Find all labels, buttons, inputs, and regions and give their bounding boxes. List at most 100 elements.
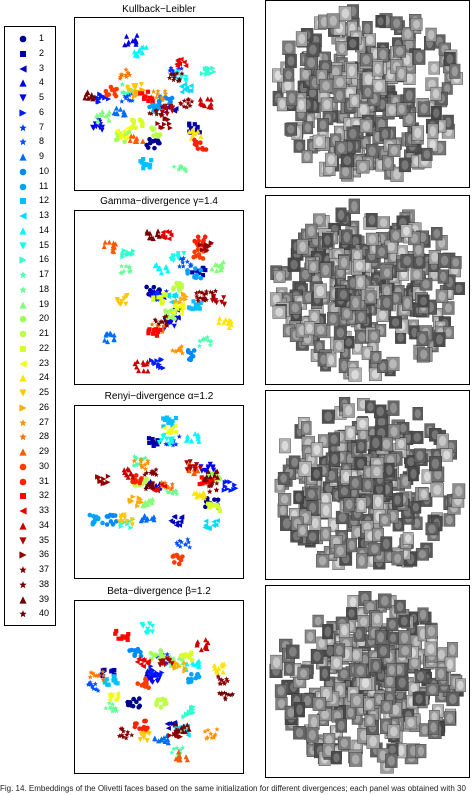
legend-entry: 35 xyxy=(5,534,57,547)
legend-entry: 5 xyxy=(5,91,57,104)
legend-label: 23 xyxy=(39,357,50,368)
legend-marker-icon xyxy=(19,595,27,604)
legend-entry: 21 xyxy=(5,327,57,340)
legend-marker-icon xyxy=(19,315,27,323)
legend-entry: 37 xyxy=(5,563,57,576)
legend-label: 38 xyxy=(39,578,50,589)
scatter-plot-gamma xyxy=(74,210,244,385)
legend-marker-icon xyxy=(19,123,27,131)
legend-marker-icon xyxy=(19,79,27,87)
legend-label: 19 xyxy=(39,298,50,309)
legend-entry: 4 xyxy=(5,76,57,89)
panel-title-kl: Kullback−Leibler xyxy=(122,4,196,15)
legend-entry: 13 xyxy=(5,209,57,222)
face-embedding-beta xyxy=(265,585,470,778)
legend-label: 13 xyxy=(39,210,50,220)
legend-entry: 30 xyxy=(5,460,57,473)
legend-label: 17 xyxy=(39,269,50,279)
legend-marker-icon xyxy=(19,330,27,338)
legend-label: 12 xyxy=(39,195,50,206)
legend-marker-icon xyxy=(19,227,27,235)
legend-marker-icon xyxy=(19,35,27,43)
legend-entry: 36 xyxy=(5,548,57,561)
legend-marker-icon xyxy=(19,580,27,588)
legend-label: 27 xyxy=(39,416,50,427)
legend-entry: 34 xyxy=(5,519,57,532)
legend-entry: 8 xyxy=(5,135,57,148)
legend-entry: 23 xyxy=(5,357,57,370)
legend-marker-icon xyxy=(19,610,27,618)
panel-title-gamma: Gamma−divergence γ=1.4 xyxy=(100,196,218,207)
legend-label: 7 xyxy=(39,121,45,132)
legend-entry: 15 xyxy=(5,239,57,252)
legend-marker-icon xyxy=(19,404,27,412)
legend-entry: 3 xyxy=(5,62,57,75)
legend-label: 22 xyxy=(39,342,50,353)
legend-marker-icon xyxy=(19,271,27,279)
legend-marker-icon xyxy=(19,138,27,146)
legend-label: 36 xyxy=(39,549,50,560)
legend-marker-icon xyxy=(20,50,26,57)
legend-marker-icon xyxy=(19,507,27,515)
legend-marker-icon xyxy=(19,183,27,190)
legend-entry: 27 xyxy=(5,416,57,429)
legend-label: 31 xyxy=(39,475,50,486)
legend-marker-icon xyxy=(19,64,27,73)
legend-marker-icon xyxy=(19,300,27,309)
legend-marker-icon xyxy=(19,463,27,471)
legend-marker-icon xyxy=(19,153,27,161)
legend-entry: 20 xyxy=(5,312,57,325)
legend-entry: 7 xyxy=(5,121,57,134)
legend-entry: 17 xyxy=(5,268,57,281)
legend-marker-icon xyxy=(19,566,27,574)
legend-label: 39 xyxy=(39,593,50,604)
legend-marker-icon xyxy=(19,256,27,264)
legend-marker-icon xyxy=(19,241,27,250)
legend-marker-icon xyxy=(20,345,26,352)
legend-marker-icon xyxy=(19,109,27,117)
legend-entry: 29 xyxy=(5,445,57,458)
scatter-plot-renyi xyxy=(74,405,244,579)
legend-label: 6 xyxy=(39,106,45,117)
legend-entry: 31 xyxy=(5,475,57,488)
legend-label: 11 xyxy=(39,180,49,191)
legend-label: 1 xyxy=(39,33,45,43)
legend-label: 20 xyxy=(39,313,50,324)
legend-entry: 10 xyxy=(5,165,57,178)
legend-marker-icon xyxy=(19,433,27,441)
legend-marker-icon xyxy=(19,212,27,220)
legend-label: 9 xyxy=(39,151,45,161)
legend-label: 16 xyxy=(39,254,50,265)
legend-label: 21 xyxy=(39,328,50,338)
legend-label: 37 xyxy=(39,564,50,574)
legend-label: 18 xyxy=(39,283,50,294)
legend-marker-icon xyxy=(20,493,26,500)
legend-entry: 32 xyxy=(5,489,57,502)
legend-marker-icon xyxy=(19,448,27,456)
legend-entry: 28 xyxy=(5,430,57,443)
legend-label: 4 xyxy=(39,77,45,88)
legend-label: 3 xyxy=(39,62,45,73)
legend-entry: 25 xyxy=(5,386,57,399)
legend-marker-icon xyxy=(19,389,27,397)
legend-marker-icon xyxy=(19,359,27,368)
legend-label: 5 xyxy=(39,92,45,102)
legend-label: 10 xyxy=(39,165,50,176)
legend-marker-icon xyxy=(20,198,26,205)
legend-label: 29 xyxy=(39,446,50,456)
legend-entry: 26 xyxy=(5,401,57,414)
legend-entry: 2 xyxy=(5,47,57,60)
face-embedding-renyi xyxy=(265,390,470,580)
legend-entry: 38 xyxy=(5,578,57,591)
legend-marker-icon xyxy=(19,522,27,530)
legend-label: 32 xyxy=(39,490,50,501)
legend-entry: 39 xyxy=(5,593,57,606)
legend-label: 14 xyxy=(39,224,50,235)
legend-label: 33 xyxy=(39,505,50,515)
legend-label: 8 xyxy=(39,136,45,147)
legend-entry: 9 xyxy=(5,150,57,163)
legend: 1 2 3 4 5 6 7 8 9 10 11 12 13 14 15 16 17 18 19 20 21 22 23 24 2… xyxy=(4,26,56,626)
legend-label: 28 xyxy=(39,431,50,442)
legend-label: 25 xyxy=(39,387,50,397)
legend-label: 15 xyxy=(39,239,50,250)
